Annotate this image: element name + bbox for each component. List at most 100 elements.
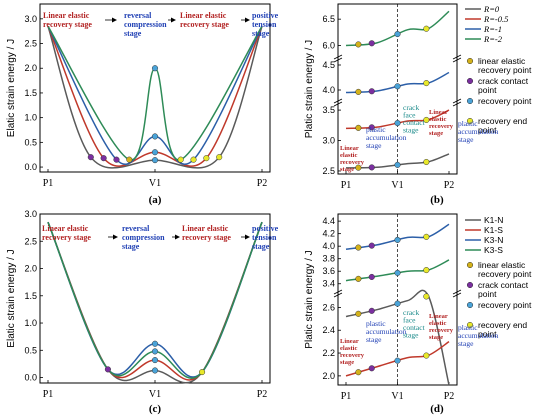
- y-tick-label: 2.6: [322, 302, 335, 312]
- legend-label: recovery end: [478, 320, 527, 330]
- data-point: [151, 367, 159, 374]
- x-tick-label: V1: [391, 391, 403, 402]
- legend-marker: [466, 77, 474, 85]
- series-line: [345, 259, 450, 282]
- y-tick-label: 3.4: [322, 279, 335, 289]
- data-point: [355, 369, 362, 376]
- data-point: [190, 156, 197, 163]
- stage-label-4: stage: [429, 334, 443, 341]
- legend-label: R=-1: [483, 24, 502, 34]
- data-point: [355, 244, 362, 251]
- data-point: [368, 365, 375, 372]
- y-tick-label: 3.0: [24, 209, 37, 219]
- panel-label: (c): [149, 403, 162, 415]
- y-tick-label: 0.5: [24, 345, 37, 355]
- y-tick-label: 3.8: [322, 254, 335, 264]
- legend-label: K3-S: [484, 245, 503, 255]
- x-tick-label: P1: [341, 180, 352, 191]
- data-point: [394, 83, 401, 90]
- y-axis-label: Platic strain energy / J: [304, 250, 315, 348]
- x-tick-label: V1: [149, 178, 161, 189]
- data-point: [368, 164, 375, 171]
- y-tick-label: 0.0: [24, 162, 37, 172]
- stage-label-3: stage: [403, 331, 419, 340]
- x-tick-label: P2: [444, 180, 455, 191]
- legend-label: recovery point: [478, 96, 532, 106]
- stage-label-5: accumulation: [458, 127, 499, 136]
- stage-label-4: recovery: [429, 123, 454, 130]
- stage-label-3: recovery stage: [182, 233, 231, 242]
- y-axis-label: Elatic strain energy / J: [6, 249, 17, 347]
- y-axis-label: Elatic strain energy / J: [6, 39, 17, 137]
- stage-label-1: stage: [340, 166, 354, 173]
- stage-label-1: recovery stage: [42, 233, 91, 242]
- stage-label-4: stage: [252, 242, 270, 251]
- legend-label: point: [478, 85, 497, 95]
- y-tick-label: 3.6: [322, 266, 335, 276]
- stage-label-2: stage: [366, 335, 382, 344]
- data-point: [394, 31, 401, 38]
- series-line: [345, 341, 450, 377]
- stage-arrow-head: [245, 234, 250, 240]
- y-tick-label: 3.5: [322, 105, 335, 115]
- data-point: [151, 340, 159, 347]
- stage-label-2: compression: [122, 233, 165, 242]
- stage-label-3: crack: [403, 103, 419, 112]
- legend-label: linear elastic: [478, 56, 526, 66]
- stage-label-3: Linear elastic: [182, 224, 229, 233]
- x-tick-label: P1: [43, 178, 54, 189]
- legend-label: K1-S: [484, 225, 503, 235]
- series-line: [47, 221, 263, 379]
- x-tick-label: P1: [341, 391, 352, 402]
- stage-label-1: elastic: [340, 345, 357, 352]
- y-tick-label: 2.0: [24, 63, 37, 73]
- axis-break: [452, 98, 462, 104]
- axis-break: [452, 54, 462, 60]
- series-line: [47, 221, 263, 381]
- legend-label: crack contact: [478, 76, 529, 86]
- series-line: [345, 223, 450, 251]
- stage-label-1: elastic: [340, 152, 357, 159]
- legend-label: linear elastic: [478, 260, 526, 270]
- y-tick-label: 1.0: [24, 113, 37, 123]
- data-point: [394, 161, 401, 168]
- legend-marker: [466, 301, 474, 309]
- data-point: [100, 155, 107, 162]
- stage-label-3: face: [403, 111, 416, 120]
- series-line: [345, 153, 450, 169]
- legend-marker: [466, 281, 474, 289]
- stage-label-1: Linear elastic: [43, 11, 90, 20]
- data-point: [423, 25, 430, 32]
- stage-label-2: stage: [122, 242, 140, 251]
- data-point: [368, 88, 375, 95]
- axis-break: [333, 101, 343, 107]
- stage-label-2: stage: [124, 29, 142, 38]
- stage-label-1: Linear elastic: [42, 224, 89, 233]
- stage-label-5: stage: [458, 135, 474, 144]
- stage-label-4: stage: [429, 130, 443, 137]
- stage-arrow-head: [245, 17, 250, 23]
- legend-label: point: [478, 125, 497, 135]
- legend-marker: [466, 321, 474, 329]
- series-line: [47, 26, 263, 169]
- data-point: [423, 267, 430, 274]
- legend-label: recovery end: [478, 116, 527, 126]
- data-point: [355, 124, 362, 131]
- stage-label-1: recovery: [340, 352, 365, 359]
- stage-label-3: contact: [403, 118, 426, 127]
- stage-label-5: accumulation: [458, 331, 499, 340]
- stage-label-4: elastic: [429, 116, 446, 123]
- stage-label-4: tension: [252, 20, 277, 29]
- legend-label: K1-N: [484, 215, 503, 225]
- stage-label-2: reversal: [122, 224, 150, 233]
- legend-marker: [466, 117, 474, 125]
- legend-label: point: [478, 329, 497, 339]
- stage-label-2: plastic: [366, 319, 386, 328]
- stage-label-5: stage: [458, 339, 474, 348]
- data-point: [394, 357, 401, 364]
- stage-label-4: Linear: [429, 313, 448, 320]
- data-point: [355, 88, 362, 95]
- y-tick-label: 3.0: [24, 14, 37, 24]
- y-tick-label: 2.0: [322, 371, 335, 381]
- y-tick-label: 4.0: [322, 241, 335, 251]
